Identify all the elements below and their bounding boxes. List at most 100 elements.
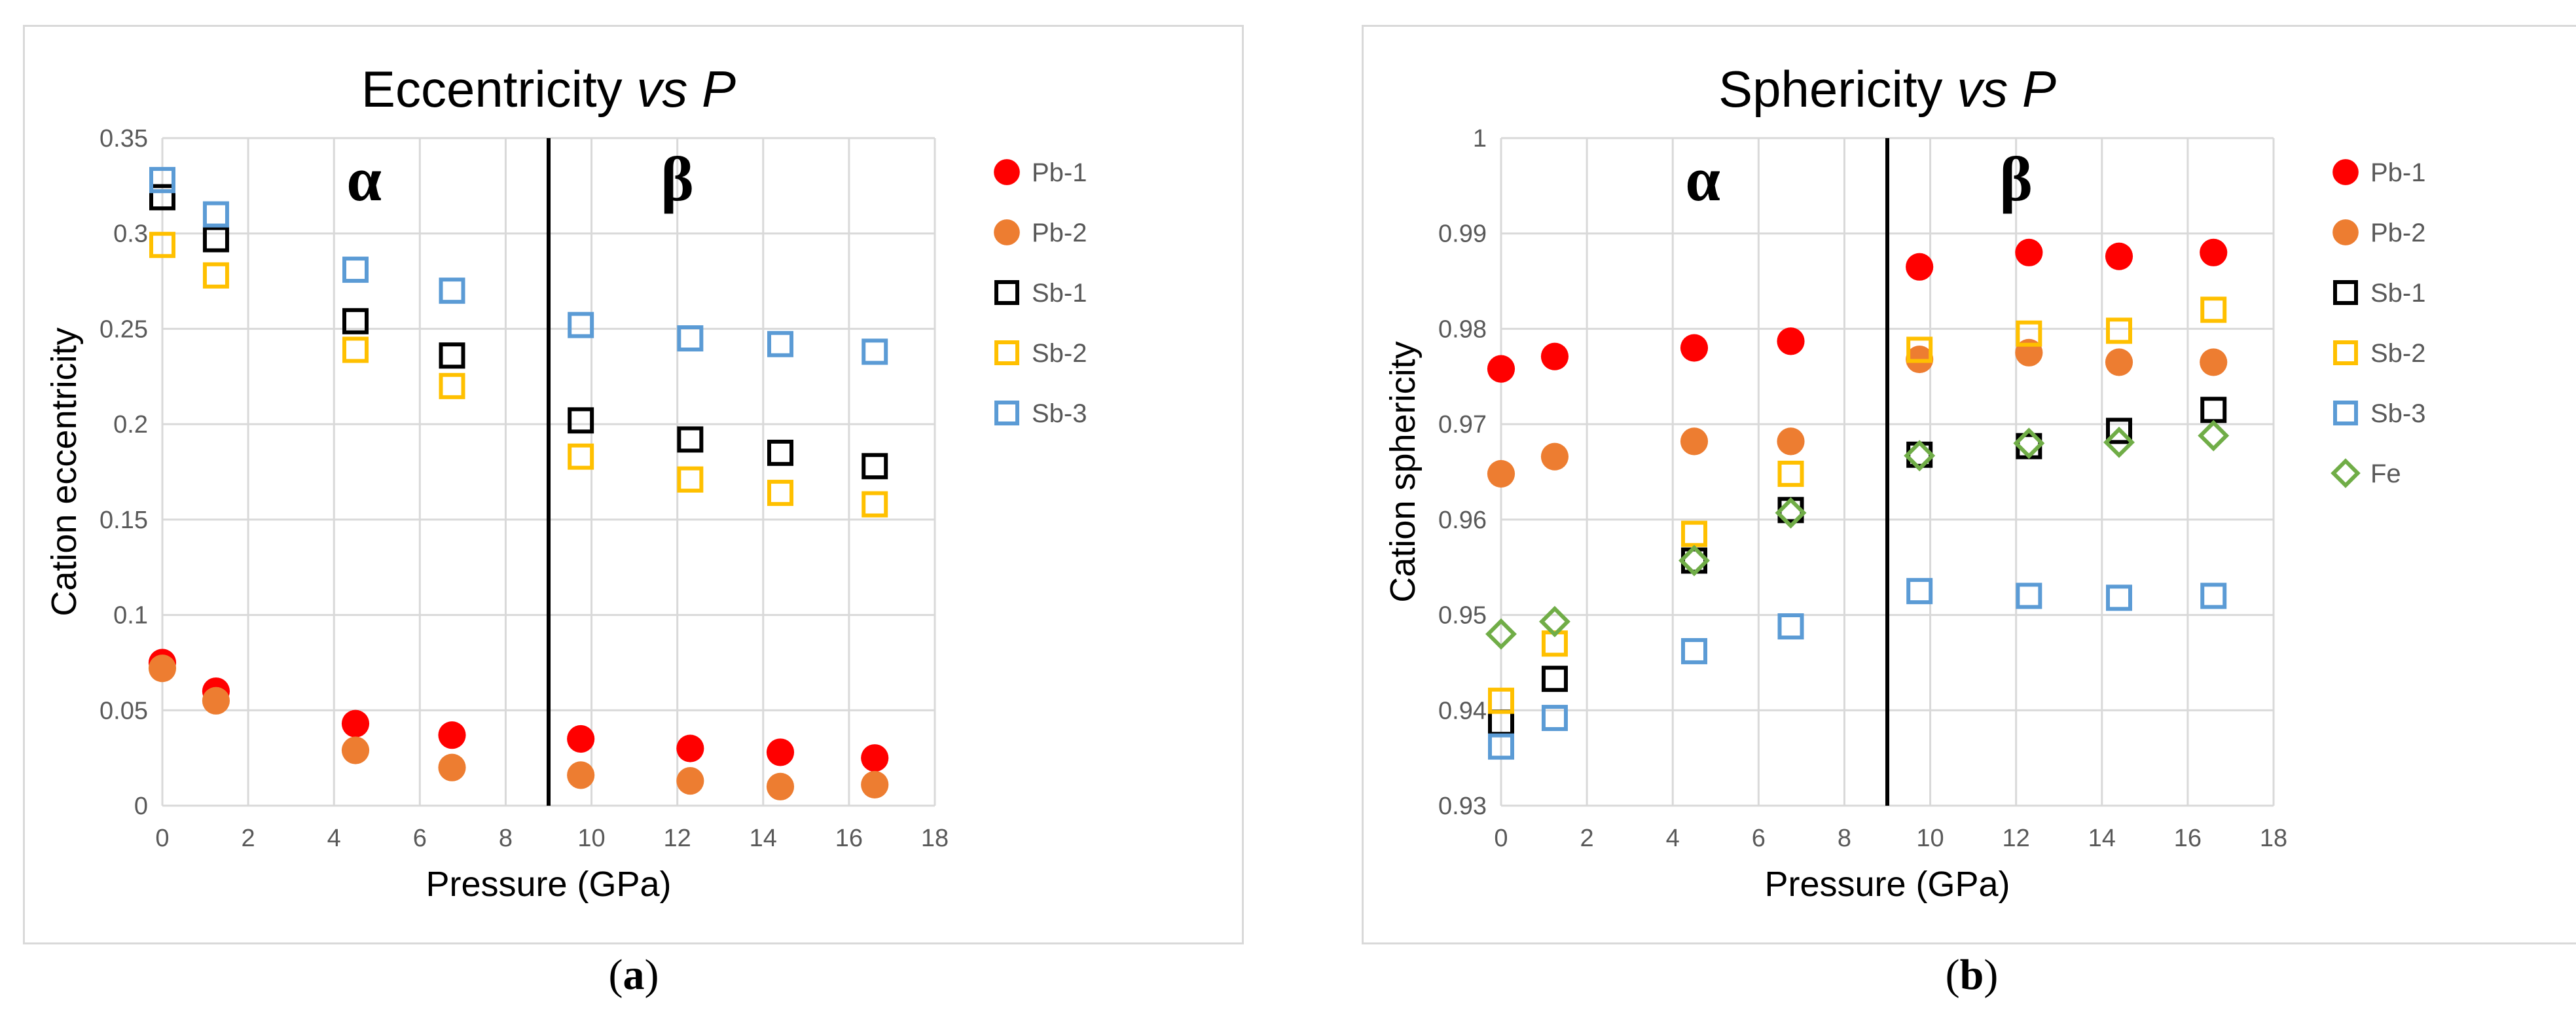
legend-label: Sb-3 xyxy=(2370,399,2426,428)
legend-label: Pb-1 xyxy=(1032,158,1087,187)
data-point-sb-1 xyxy=(2106,418,2132,444)
legend-label: Sb-2 xyxy=(2370,339,2426,368)
data-point-fe xyxy=(1904,440,1936,472)
data-point-pb-2 xyxy=(1540,442,1569,471)
data-point-sb-3 xyxy=(149,167,175,194)
data-point-pb-1 xyxy=(1487,355,1515,383)
x-tick-label: 10 xyxy=(1916,825,1944,852)
legend-label: Pb-2 xyxy=(1032,219,1087,247)
data-point-sb-2 xyxy=(202,262,229,289)
x-tick-label: 12 xyxy=(664,825,691,852)
x-axis-label: Pressure (GPa) xyxy=(1764,865,2010,904)
data-point-sb-3 xyxy=(1681,637,1707,664)
data-point-sb-3 xyxy=(2016,582,2042,609)
legend-marker-sb-1 xyxy=(2333,280,2358,305)
x-tick-label: 8 xyxy=(499,825,513,852)
data-point-pb-1 xyxy=(341,709,370,738)
chart-title: Eccentricity vs P xyxy=(361,60,736,118)
data-point-pb-1 xyxy=(1777,327,1805,355)
y-tick-label: 0.96 xyxy=(1438,507,1487,534)
data-point-pb-1 xyxy=(2105,242,2133,270)
data-point-sb-2 xyxy=(568,443,594,470)
data-point-sb-2 xyxy=(2106,317,2132,344)
legend-label: Sb-1 xyxy=(2370,279,2426,308)
data-point-pb-2 xyxy=(2105,348,2133,376)
phase-label: α xyxy=(346,144,382,214)
data-point-sb-2 xyxy=(1906,336,1933,363)
legend-marker-pb-2 xyxy=(2332,219,2359,245)
x-tick-label: 16 xyxy=(835,825,863,852)
data-point-sb-1 xyxy=(767,439,793,466)
legend-label: Sb-3 xyxy=(1032,399,1087,428)
legend-marker-fe xyxy=(2331,458,2361,488)
data-point-sb-2 xyxy=(342,336,369,363)
data-point-fe xyxy=(1775,497,1807,529)
legend-marker-pb-1 xyxy=(2332,159,2359,185)
data-point-fe xyxy=(1678,545,1710,577)
data-point-sb-2 xyxy=(439,372,465,399)
x-tick-label: 4 xyxy=(327,825,341,852)
data-point-sb-3 xyxy=(439,278,465,304)
data-point-sb-3 xyxy=(1906,578,1933,605)
data-point-sb-2 xyxy=(767,480,793,507)
data-point-sb-1 xyxy=(342,308,369,334)
data-point-sb-3 xyxy=(342,257,369,283)
data-point-sb-3 xyxy=(2200,582,2227,609)
data-point-sb-3 xyxy=(767,331,793,357)
x-tick-label: 18 xyxy=(2260,825,2287,852)
y-tick-label: 1 xyxy=(1473,125,1487,152)
data-point-sb-3 xyxy=(677,325,704,351)
data-point-sb-1 xyxy=(862,453,888,480)
y-tick-label: 0.97 xyxy=(1438,411,1487,439)
sphericity-chart: Sphericity vs P 0 2 4 6 8 10 12 14 16 18 0.93 0.94 0.… xyxy=(1383,60,2426,904)
data-point-sb-2 xyxy=(677,466,704,493)
data-point-sb-1 xyxy=(677,426,704,453)
chart-title-italic: vs P xyxy=(1957,60,2056,118)
data-point-sb-3 xyxy=(2106,584,2132,611)
chart-panel-eccentricity: Eccentricity vs P 0 2 4 6 8 10 12 14 16 18 0 0.05 0.1… xyxy=(23,25,1244,944)
chart-title-main: Eccentricity xyxy=(361,60,636,118)
x-tick-label: 4 xyxy=(1666,825,1680,852)
x-tick-label: 16 xyxy=(2174,825,2202,852)
data-point-sb-2 xyxy=(1681,520,1707,547)
x-tick-label: 6 xyxy=(413,825,427,852)
data-point-pb-2 xyxy=(148,654,177,683)
x-tick-label: 0 xyxy=(1494,825,1508,852)
data-point-pb-1 xyxy=(676,734,704,762)
data-point-sb-1 xyxy=(149,184,175,211)
data-point-pb-1 xyxy=(1680,334,1709,362)
legend-marker-sb-2 xyxy=(2333,340,2358,365)
y-tick-label: 0.95 xyxy=(1438,602,1487,630)
data-point-sb-3 xyxy=(1488,733,1514,760)
data-point-sb-2 xyxy=(2016,320,2042,347)
data-point-pb-2 xyxy=(861,770,889,799)
x-tick-label: 12 xyxy=(2003,825,2030,852)
chart-title-italic: vs P xyxy=(636,60,736,118)
data-point-sb-1 xyxy=(439,342,465,369)
data-point-pb-1 xyxy=(1906,253,1934,281)
caption-b: (b) xyxy=(1945,951,1999,999)
eccentricity-chart: Eccentricity vs P 0 2 4 6 8 10 12 14 16 18 0 0.05 0.1… xyxy=(45,60,1087,904)
chart-title: Sphericity vs P xyxy=(1718,60,2056,118)
y-tick-label: 0.3 xyxy=(113,221,148,248)
y-tick-label: 0.94 xyxy=(1438,697,1487,725)
y-tick-label: 0.35 xyxy=(100,125,148,152)
data-point-pb-2 xyxy=(1487,459,1515,488)
y-axis-label: Cation eccentricity xyxy=(45,327,84,616)
data-point-sb-2 xyxy=(862,491,888,518)
x-tick-label: 14 xyxy=(2088,825,2116,852)
data-point-pb-1 xyxy=(2200,238,2228,266)
x-tick-label: 8 xyxy=(1838,825,1851,852)
data-point-sb-1 xyxy=(568,407,594,434)
x-tick-label: 2 xyxy=(1580,825,1594,852)
chart-panel-sphericity: Sphericity vs P 0 2 4 6 8 10 12 14 16 18 0.93 0.94 0.… xyxy=(1362,25,2576,944)
data-point-fe xyxy=(1538,605,1570,637)
data-point-sb-3 xyxy=(862,338,888,365)
data-point-pb-2 xyxy=(766,772,795,800)
y-tick-label: 0.1 xyxy=(113,602,148,630)
y-tick-label: 0.15 xyxy=(100,507,148,534)
data-point-pb-1 xyxy=(766,738,795,766)
y-tick-label: 0.05 xyxy=(100,697,148,725)
data-point-sb-2 xyxy=(2200,296,2227,323)
data-point-pb-2 xyxy=(341,736,370,764)
